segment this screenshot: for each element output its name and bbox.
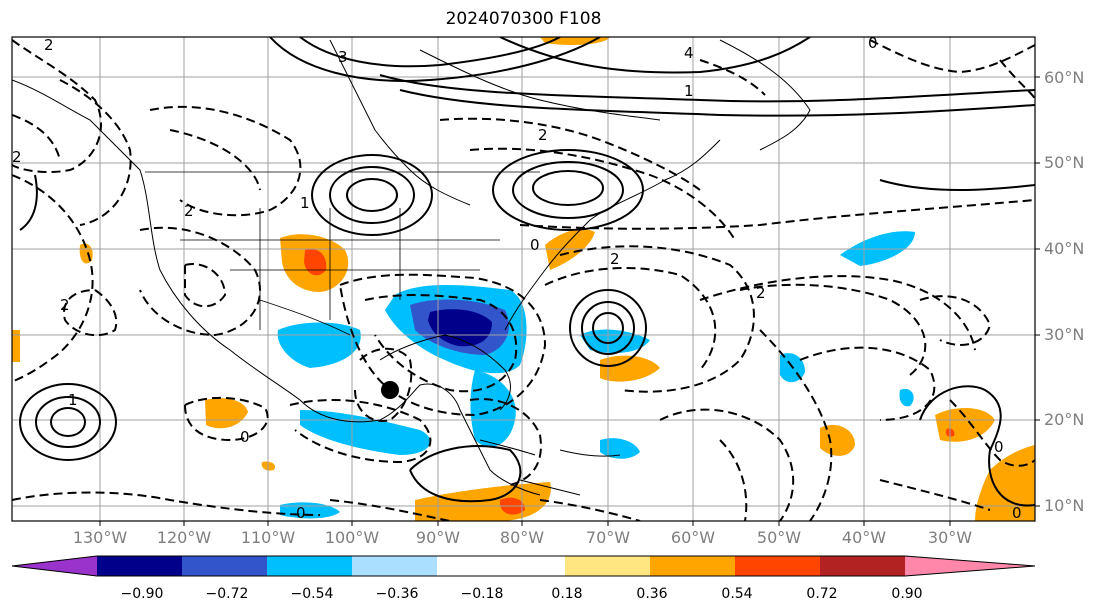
- colorbar-tick-label: 0.90: [891, 586, 923, 602]
- colorbar-segment: [820, 556, 905, 576]
- lon-label: 30°W: [927, 528, 973, 547]
- lon-label: 80°W: [499, 528, 545, 547]
- lat-label: 50°N: [1044, 153, 1085, 172]
- contour-label: 2: [610, 250, 620, 268]
- lon-label: 130°W: [72, 528, 128, 547]
- map-frame: [11, 36, 1036, 522]
- lon-label: 110°W: [240, 528, 296, 547]
- colorbar-segment: [565, 556, 650, 576]
- lat-label: 10°N: [1044, 496, 1085, 515]
- lat-label: 60°N: [1044, 68, 1085, 87]
- contour-label: 1: [684, 82, 694, 100]
- lon-label: 40°W: [841, 528, 887, 547]
- colorbar-tick-label: −0.72: [205, 586, 249, 602]
- colorbar-segment: [735, 556, 820, 576]
- contour-label: 0: [868, 34, 878, 52]
- colorbar-tick-label: 0.72: [806, 586, 838, 602]
- colorbar-tick-label: −0.90: [120, 586, 164, 602]
- political-borders: [145, 171, 540, 336]
- location-marker: [381, 381, 399, 399]
- lat-label: 30°N: [1044, 325, 1085, 344]
- colorbar-tick-label: −0.54: [290, 586, 334, 602]
- colorbar-segment: [182, 556, 267, 576]
- lon-label: 60°W: [670, 528, 716, 547]
- contour-label: 2: [184, 202, 194, 220]
- colorbar-extend-max: [905, 556, 1035, 576]
- colorbar-tick-label: −0.18: [460, 586, 504, 602]
- contour-label: 0: [240, 428, 250, 446]
- lon-label: 50°W: [756, 528, 802, 547]
- colorbar-tick-label: −0.36: [375, 586, 419, 602]
- lat-ticks: [1035, 76, 1040, 507]
- contour-label: 0: [530, 236, 540, 254]
- colorbar: [11, 555, 1036, 577]
- dashed-contours: [12, 39, 1035, 521]
- coastlines: [12, 39, 811, 496]
- contour-label: 3: [338, 48, 348, 66]
- contour-label: 2: [44, 36, 54, 54]
- contour-label: 0: [994, 438, 1004, 456]
- colorbar-extend-min: [12, 556, 97, 576]
- map-title: 2024070300 F108: [445, 9, 602, 29]
- lon-label: 100°W: [324, 528, 380, 547]
- lat-label: 40°N: [1044, 239, 1085, 258]
- contour-label: 2: [756, 284, 766, 302]
- lon-ticks: [99, 521, 951, 526]
- contour-label: 2: [12, 148, 22, 166]
- colorbar-tick-label: 0.36: [636, 586, 668, 602]
- lat-label: 20°N: [1044, 410, 1085, 429]
- colorbar-segment: [267, 556, 352, 576]
- contour-label: 2: [538, 126, 548, 144]
- contour-label: 2: [60, 296, 70, 314]
- contour-label: 1: [300, 194, 310, 212]
- contour-label: 0: [1012, 504, 1022, 522]
- contour-label: 0: [296, 504, 306, 522]
- colorbar-tick-label: 0.54: [721, 586, 753, 602]
- colorbar-tick-label: 0.18: [551, 586, 583, 602]
- lon-label: 120°W: [156, 528, 212, 547]
- colorbar-segment: [97, 556, 182, 576]
- colorbar-segment: [650, 556, 735, 576]
- contour-label: 1: [68, 391, 78, 409]
- contour-labels: 2 4 3 1 0 2 1 2 0 2 2 1 0 0 2 0 2 0: [12, 34, 1022, 522]
- solid-contours: [19, 37, 1035, 507]
- lon-label: 90°W: [415, 528, 461, 547]
- contour-label: 4: [684, 44, 694, 62]
- colorbar-segment: [352, 556, 437, 576]
- colorbar-segment: [437, 556, 565, 576]
- lon-label: 70°W: [585, 528, 631, 547]
